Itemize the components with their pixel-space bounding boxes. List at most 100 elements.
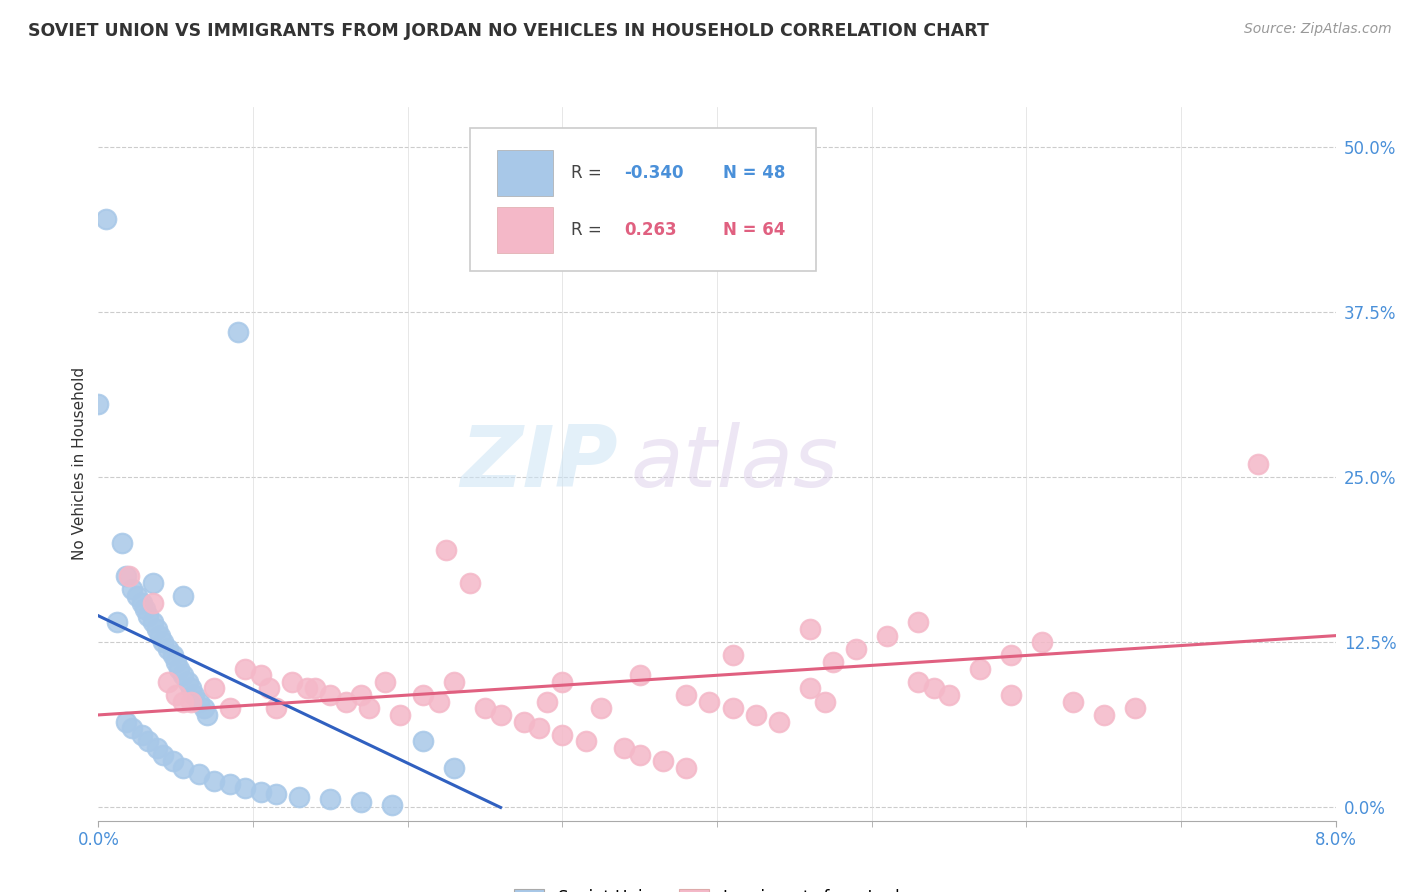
Point — [319, 792, 342, 806]
Point — [204, 774, 226, 789]
Point — [188, 767, 211, 781]
FancyBboxPatch shape — [496, 207, 553, 253]
Point — [922, 681, 945, 696]
Point — [350, 795, 373, 809]
Point — [288, 789, 311, 804]
Point — [768, 714, 790, 729]
Point — [141, 575, 165, 590]
Point — [134, 602, 156, 616]
Point — [165, 688, 187, 702]
Point — [131, 596, 153, 610]
Point — [458, 575, 481, 590]
Point — [551, 674, 574, 689]
Legend: Soviet Union, Immigrants from Jordan: Soviet Union, Immigrants from Jordan — [508, 882, 927, 892]
Text: R =: R = — [571, 221, 607, 239]
Text: atlas: atlas — [630, 422, 838, 506]
Point — [204, 681, 226, 696]
Point — [141, 596, 165, 610]
Point — [1247, 457, 1270, 471]
Point — [721, 648, 744, 663]
Point — [180, 681, 202, 696]
Point — [969, 662, 991, 676]
Text: -0.340: -0.340 — [624, 164, 683, 182]
Point — [233, 662, 257, 676]
Point — [381, 797, 404, 812]
Point — [443, 761, 465, 775]
Point — [350, 688, 373, 702]
Point — [374, 674, 396, 689]
Point — [474, 701, 496, 715]
Point — [574, 734, 596, 748]
Point — [219, 777, 242, 791]
Point — [226, 325, 249, 339]
Point — [167, 662, 190, 676]
Point — [131, 728, 153, 742]
Point — [193, 701, 215, 715]
Text: Source: ZipAtlas.com: Source: ZipAtlas.com — [1244, 22, 1392, 37]
Point — [613, 741, 636, 756]
Point — [188, 695, 211, 709]
Point — [489, 707, 512, 722]
Point — [536, 695, 558, 709]
Point — [172, 589, 194, 603]
Point — [281, 674, 304, 689]
Point — [357, 701, 380, 715]
Point — [180, 695, 202, 709]
Point — [257, 681, 280, 696]
Point — [121, 721, 143, 735]
Text: SOVIET UNION VS IMMIGRANTS FROM JORDAN NO VEHICLES IN HOUSEHOLD CORRELATION CHAR: SOVIET UNION VS IMMIGRANTS FROM JORDAN N… — [28, 22, 988, 40]
Point — [165, 655, 187, 669]
Text: R =: R = — [571, 164, 607, 182]
Point — [195, 707, 218, 722]
Point — [721, 701, 744, 715]
Point — [551, 728, 574, 742]
Point — [907, 674, 929, 689]
Point — [136, 608, 159, 623]
Point — [335, 695, 357, 709]
Point — [87, 397, 110, 411]
Point — [172, 761, 194, 775]
Point — [304, 681, 326, 696]
Point — [876, 629, 898, 643]
Point — [436, 542, 458, 557]
Point — [162, 754, 184, 768]
Text: ZIP: ZIP — [460, 422, 619, 506]
FancyBboxPatch shape — [496, 150, 553, 196]
Point — [443, 674, 465, 689]
Point — [146, 622, 169, 636]
Point — [115, 569, 138, 583]
Point — [938, 688, 960, 702]
Point — [177, 674, 200, 689]
Point — [152, 747, 174, 762]
Point — [172, 668, 194, 682]
Point — [388, 707, 412, 722]
Y-axis label: No Vehicles in Household: No Vehicles in Household — [72, 368, 87, 560]
Point — [427, 695, 450, 709]
Point — [799, 681, 821, 696]
Point — [162, 648, 184, 663]
Point — [233, 780, 257, 795]
Point — [675, 688, 697, 702]
Text: N = 64: N = 64 — [723, 221, 786, 239]
Point — [264, 701, 288, 715]
Point — [513, 714, 536, 729]
Point — [814, 695, 837, 709]
Text: 0.263: 0.263 — [624, 221, 676, 239]
Point — [149, 629, 172, 643]
Point — [1123, 701, 1146, 715]
Point — [319, 688, 342, 702]
Point — [297, 681, 319, 696]
Point — [157, 674, 180, 689]
Point — [1031, 635, 1053, 649]
Point — [157, 641, 180, 656]
Point — [745, 707, 768, 722]
Point — [1092, 707, 1115, 722]
Point — [118, 569, 141, 583]
Point — [146, 741, 169, 756]
Point — [907, 615, 929, 630]
Point — [591, 701, 613, 715]
Point — [111, 536, 132, 550]
Point — [799, 622, 821, 636]
Point — [105, 615, 128, 630]
Point — [250, 668, 273, 682]
